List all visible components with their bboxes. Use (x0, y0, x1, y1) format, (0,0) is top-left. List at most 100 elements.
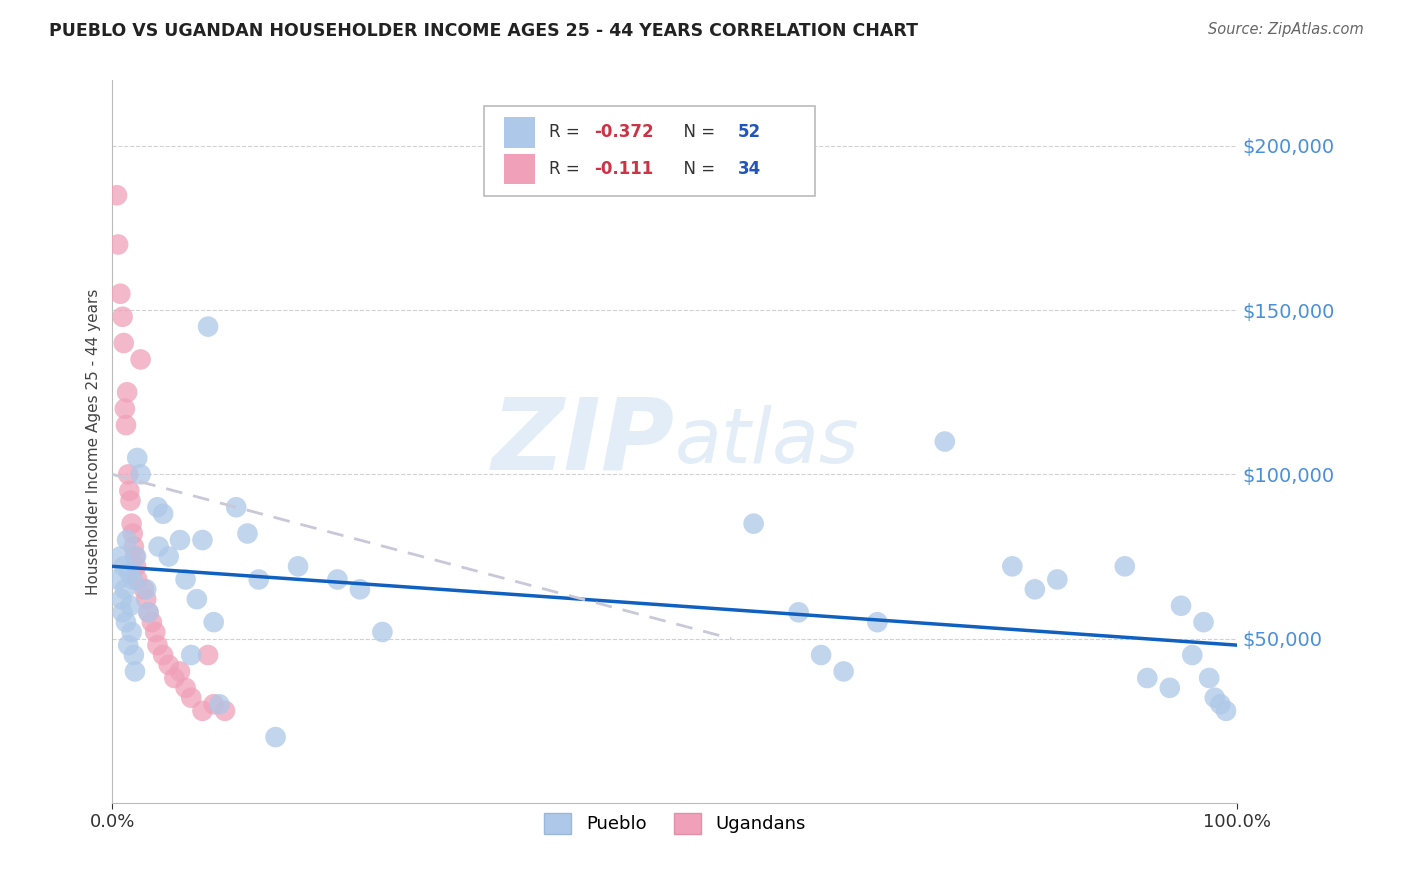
Point (138, 605, 160, 619)
Point (115, 533, 138, 547)
Bar (503, 153, 536, 184)
Point (197, 648, 219, 662)
Point (107, 573, 129, 587)
Point (934, 434, 956, 449)
Point (146, 638, 169, 652)
Point (129, 467, 152, 482)
Point (186, 592, 208, 607)
Point (1024, 582, 1046, 597)
Bar (503, 117, 536, 147)
Text: atlas: atlas (675, 405, 859, 478)
Point (125, 559, 148, 574)
Point (107, 237, 129, 252)
FancyBboxPatch shape (484, 105, 815, 196)
Point (202, 615, 225, 630)
Point (1209, 698, 1232, 712)
Point (115, 385, 138, 400)
Point (124, 665, 146, 679)
Point (115, 615, 138, 630)
Point (1046, 573, 1069, 587)
Point (112, 336, 135, 351)
Point (1159, 681, 1181, 695)
Point (225, 500, 247, 515)
Point (247, 573, 270, 587)
Point (1198, 671, 1220, 685)
Text: 34: 34 (738, 160, 761, 178)
Point (287, 559, 309, 574)
Point (117, 467, 139, 482)
Point (169, 665, 191, 679)
Point (135, 592, 157, 607)
Point (138, 605, 160, 619)
Point (157, 657, 180, 672)
Point (371, 625, 394, 640)
Legend: Pueblo, Ugandans: Pueblo, Ugandans (537, 805, 813, 841)
Point (208, 698, 231, 712)
Point (121, 573, 143, 587)
Point (1215, 704, 1237, 718)
Point (163, 671, 186, 685)
Text: N =: N = (672, 160, 720, 178)
Point (120, 493, 142, 508)
Text: 52: 52 (738, 123, 761, 142)
Point (169, 533, 191, 547)
Point (129, 352, 152, 367)
Text: ZIP: ZIP (492, 393, 675, 490)
Point (143, 625, 166, 640)
Point (127, 573, 149, 587)
Point (1136, 671, 1159, 685)
Point (174, 681, 197, 695)
Point (866, 615, 889, 630)
Point (125, 549, 148, 564)
Point (117, 638, 139, 652)
Text: R =: R = (548, 123, 585, 142)
Point (742, 516, 765, 531)
Point (118, 566, 141, 580)
Point (1001, 559, 1024, 574)
Y-axis label: Householder Income Ages 25 - 44 years: Householder Income Ages 25 - 44 years (86, 288, 101, 595)
Point (264, 730, 287, 744)
Point (121, 516, 143, 531)
Point (174, 573, 197, 587)
Point (118, 483, 141, 498)
Point (1204, 690, 1226, 705)
Point (191, 533, 214, 547)
Point (1170, 599, 1192, 613)
Point (152, 507, 174, 521)
Point (121, 625, 143, 640)
Point (110, 549, 132, 564)
Point (135, 582, 157, 597)
Point (121, 526, 143, 541)
Point (832, 665, 855, 679)
Point (112, 559, 135, 574)
Text: Source: ZipAtlas.com: Source: ZipAtlas.com (1208, 22, 1364, 37)
Point (110, 286, 132, 301)
Point (1114, 559, 1136, 574)
Point (141, 615, 163, 630)
Text: -0.111: -0.111 (593, 160, 654, 178)
Point (146, 500, 169, 515)
Point (787, 605, 810, 619)
Text: PUEBLO VS UGANDAN HOUSEHOLDER INCOME AGES 25 - 44 YEARS CORRELATION CHART: PUEBLO VS UGANDAN HOUSEHOLDER INCOME AGE… (49, 22, 918, 40)
Point (115, 418, 138, 433)
Point (157, 549, 180, 564)
Point (111, 310, 134, 324)
Point (810, 648, 832, 662)
Point (114, 582, 136, 597)
Point (105, 188, 128, 202)
Point (180, 690, 202, 705)
Point (180, 648, 202, 662)
Point (122, 648, 145, 662)
Point (152, 648, 174, 662)
Point (349, 582, 371, 597)
Point (120, 599, 142, 613)
Text: -0.372: -0.372 (593, 123, 654, 142)
Point (127, 450, 149, 465)
Point (114, 401, 136, 416)
Point (111, 605, 134, 619)
Point (236, 526, 259, 541)
Text: R =: R = (548, 160, 591, 178)
Point (214, 704, 236, 718)
Point (148, 540, 170, 554)
Point (132, 582, 155, 597)
